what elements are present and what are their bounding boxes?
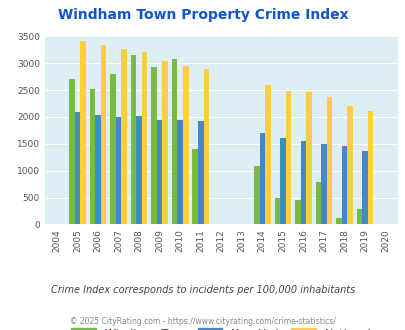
Bar [341, 147, 346, 224]
Bar [115, 117, 121, 224]
Bar [326, 97, 331, 224]
Bar [110, 74, 115, 224]
Bar [264, 85, 270, 224]
Bar [142, 52, 147, 224]
Bar [320, 144, 326, 224]
Bar [162, 61, 168, 224]
Text: Crime Index corresponds to incidents per 100,000 inhabitants: Crime Index corresponds to incidents per… [51, 285, 354, 295]
Bar [203, 69, 209, 224]
Bar [335, 218, 341, 224]
Bar [130, 55, 136, 224]
Bar [69, 79, 75, 224]
Bar [279, 138, 285, 224]
Bar [80, 41, 85, 224]
Legend: Windham Town, New York, National: Windham Town, New York, National [71, 328, 370, 330]
Bar [361, 151, 367, 224]
Bar [151, 67, 156, 224]
Bar [315, 182, 320, 224]
Bar [300, 141, 305, 224]
Bar [90, 89, 95, 224]
Bar [356, 209, 361, 224]
Bar [100, 45, 106, 224]
Bar [346, 106, 352, 224]
Bar [75, 112, 80, 224]
Bar [259, 133, 264, 224]
Bar [95, 115, 100, 224]
Bar [274, 198, 279, 224]
Bar [136, 116, 142, 224]
Bar [305, 92, 311, 224]
Bar [254, 166, 259, 224]
Bar [192, 149, 198, 224]
Bar [183, 66, 188, 224]
Bar [294, 201, 300, 224]
Bar [285, 90, 290, 224]
Bar [198, 121, 203, 224]
Text: Windham Town Property Crime Index: Windham Town Property Crime Index [58, 8, 347, 22]
Bar [156, 120, 162, 224]
Text: © 2025 CityRating.com - https://www.cityrating.com/crime-statistics/: © 2025 CityRating.com - https://www.city… [70, 317, 335, 326]
Bar [121, 49, 127, 224]
Bar [171, 59, 177, 224]
Bar [367, 111, 373, 224]
Bar [177, 119, 183, 224]
